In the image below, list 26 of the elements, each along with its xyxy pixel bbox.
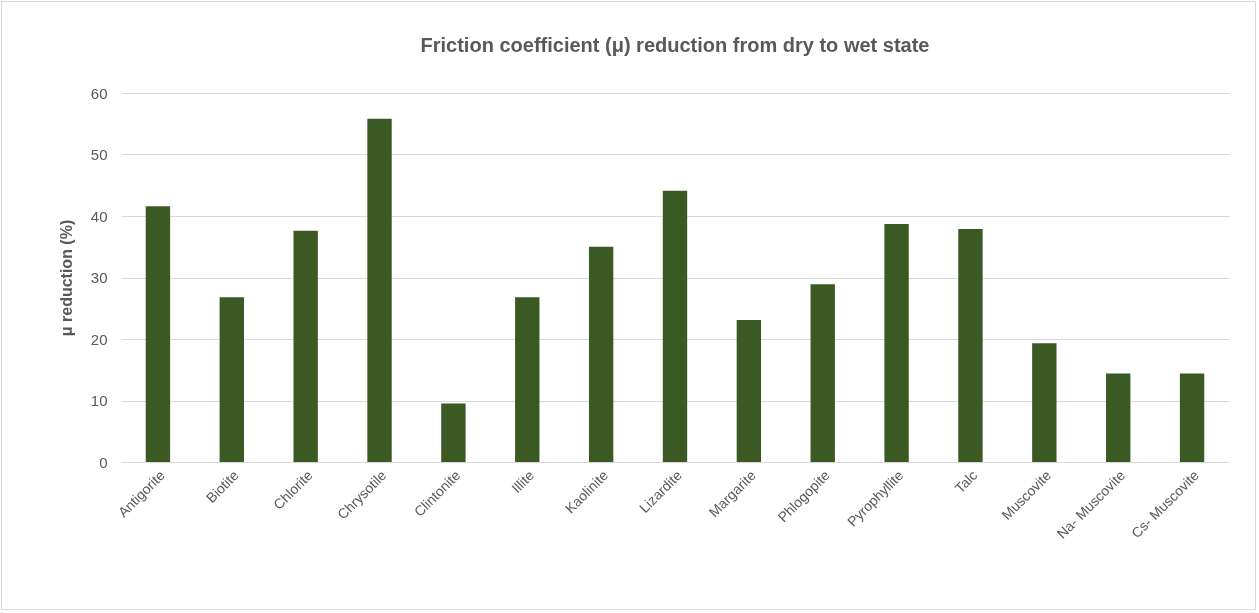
bar [958,228,983,462]
bar [1032,343,1057,462]
y-tick-label: 0 [99,453,108,471]
bar [293,230,318,462]
bar [367,118,392,462]
bar [810,284,835,462]
bar [1106,373,1131,462]
y-tick-label: 60 [90,84,108,102]
bar [1179,373,1205,462]
y-tick-label: 50 [90,146,108,163]
bar [441,403,466,462]
bar [736,319,762,462]
bar [515,297,540,462]
y-tick-label: 30 [90,269,108,286]
x-tick-label: Talc [951,467,981,497]
chart-title: Friction coefficient (μ) reduction from dry to wet state [420,34,930,56]
y-axis-title: μ reduction (%) [57,219,75,337]
x-tick-label: Illite [508,466,538,497]
bar [588,246,614,462]
y-tick-label: 10 [90,392,108,409]
y-tick-label: 20 [90,330,108,348]
bar [145,206,171,462]
bar [662,190,688,462]
y-tick-label: 40 [90,207,108,225]
bar [219,297,244,462]
bar [884,224,909,462]
